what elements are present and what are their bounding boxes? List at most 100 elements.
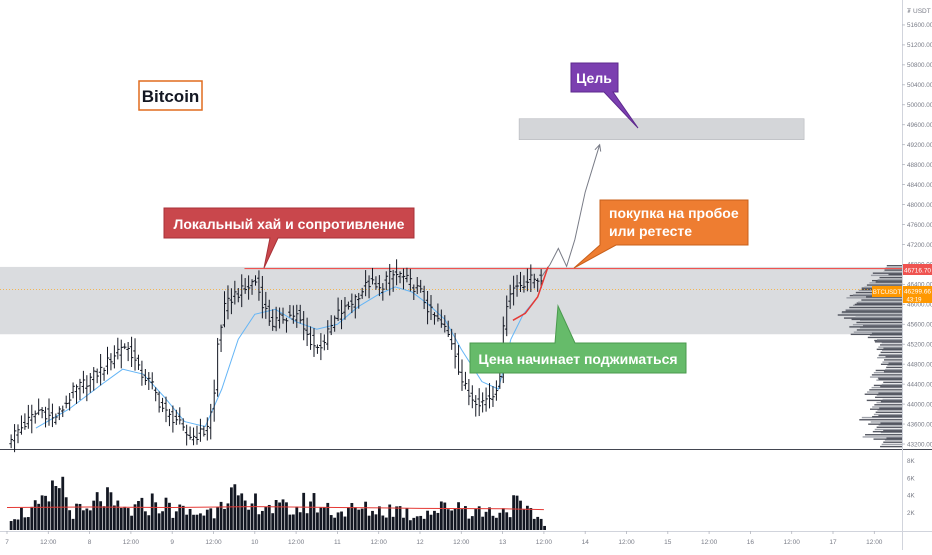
- volume-bar: [543, 525, 546, 530]
- volume-bar: [302, 492, 306, 530]
- volume-bar: [298, 512, 302, 530]
- volume-profile-bar: [869, 376, 902, 378]
- volume-bar: [88, 510, 92, 530]
- candle: [171, 405, 175, 433]
- volume-profile-bar: [879, 353, 902, 356]
- candle: [78, 378, 82, 401]
- candle: [215, 337, 220, 397]
- candle: [270, 309, 275, 331]
- time-tick-label: 16: [747, 539, 755, 546]
- volume-bar: [333, 517, 337, 530]
- volume-bar: [267, 504, 271, 530]
- candle: [50, 403, 55, 428]
- time-tick-label: 7: [5, 539, 9, 546]
- candle: [188, 426, 192, 440]
- price-tick-label: 47200.00: [907, 242, 932, 249]
- projection-layer: [512, 143, 602, 321]
- candle: [308, 326, 313, 350]
- symbol-tag-box: [872, 286, 902, 297]
- target-callout: Цель: [570, 62, 639, 129]
- candle: [112, 345, 117, 369]
- candle: [98, 353, 103, 386]
- volume-bar: [477, 506, 481, 530]
- volume-profile-bar: [859, 327, 902, 329]
- candle: [29, 404, 34, 434]
- volume-profile-bar: [849, 306, 902, 309]
- candle: [122, 343, 127, 350]
- price-tick-label: 51600.00: [907, 22, 932, 29]
- volume-bar: [381, 515, 385, 530]
- volume-bar: [133, 504, 137, 530]
- volume-bar: [343, 516, 347, 530]
- breakout-callout: покупка на пробое или ретесте: [573, 199, 749, 269]
- volume-profile-bar: [882, 349, 902, 351]
- volume-profile-bar: [849, 326, 902, 328]
- candle: [518, 271, 523, 293]
- candle: [363, 270, 368, 297]
- candle: [415, 277, 420, 295]
- candle: [181, 418, 186, 431]
- candle: [418, 279, 423, 293]
- candle: [387, 263, 392, 296]
- volume-bar: [495, 517, 498, 530]
- volume-bar: [532, 518, 536, 530]
- volume-bar: [209, 508, 213, 530]
- candle: [284, 317, 289, 333]
- volume-ma-line: [6, 506, 544, 511]
- candle: [167, 408, 172, 427]
- candle: [23, 413, 27, 430]
- volume-bar: [443, 502, 447, 530]
- volume-bar: [185, 514, 189, 530]
- volume-tick-label: 6K: [907, 475, 916, 482]
- candle: [60, 405, 65, 418]
- volume-bar: [174, 511, 178, 530]
- volume-profile-bar: [850, 333, 902, 336]
- volume-bar: [205, 509, 209, 530]
- volume-bar: [288, 514, 292, 530]
- volume-bar: [322, 507, 326, 530]
- volume-profile-bar: [880, 422, 902, 424]
- candle: [432, 312, 437, 325]
- symbol-tag-text: BTCUSDT: [873, 290, 902, 296]
- axes-layer: 43200.00 43600.00 44000.00 44400.00 44800.00…: [5, 22, 932, 546]
- volume-bar: [112, 505, 116, 530]
- volume-profile-bar: [880, 445, 902, 448]
- candle: [177, 407, 182, 425]
- bitcoin-title: Bitcoin: [138, 80, 203, 111]
- volume-bar: [54, 486, 58, 530]
- volume-bar: [519, 500, 522, 530]
- candle: [494, 380, 499, 401]
- volume-profile-bar: [845, 309, 902, 311]
- volume-bar: [254, 493, 257, 530]
- candle: [277, 307, 282, 329]
- time-tick-label: 17: [829, 539, 837, 546]
- price-tick-label: 46400.00: [907, 282, 932, 289]
- volume-bar: [474, 509, 478, 530]
- candle: [477, 388, 481, 417]
- candle: [236, 288, 241, 303]
- volume-bar: [384, 517, 388, 530]
- volume-bar: [109, 492, 113, 530]
- candle: [146, 372, 151, 391]
- volume-profile-bar: [887, 364, 902, 366]
- price-tick-label: 51200.00: [907, 42, 932, 49]
- volume-profile-bar: [883, 441, 902, 443]
- volume-profile-bar: [880, 386, 902, 388]
- candle: [504, 295, 509, 337]
- volume-profile-bar: [867, 336, 902, 339]
- volume-profile-bar: [880, 351, 902, 354]
- volume-bar: [360, 508, 364, 530]
- volume-profile-bar: [872, 272, 902, 274]
- breakout-bubble: [573, 199, 749, 269]
- volume-bar: [143, 511, 147, 530]
- candle: [374, 276, 378, 290]
- volume-profile-bar: [875, 369, 902, 372]
- candle: [463, 371, 468, 390]
- candle: [174, 409, 179, 425]
- candle: [329, 315, 334, 336]
- volume-bar: [539, 518, 543, 530]
- candle: [322, 334, 327, 351]
- volume-profile-bar: [879, 407, 902, 409]
